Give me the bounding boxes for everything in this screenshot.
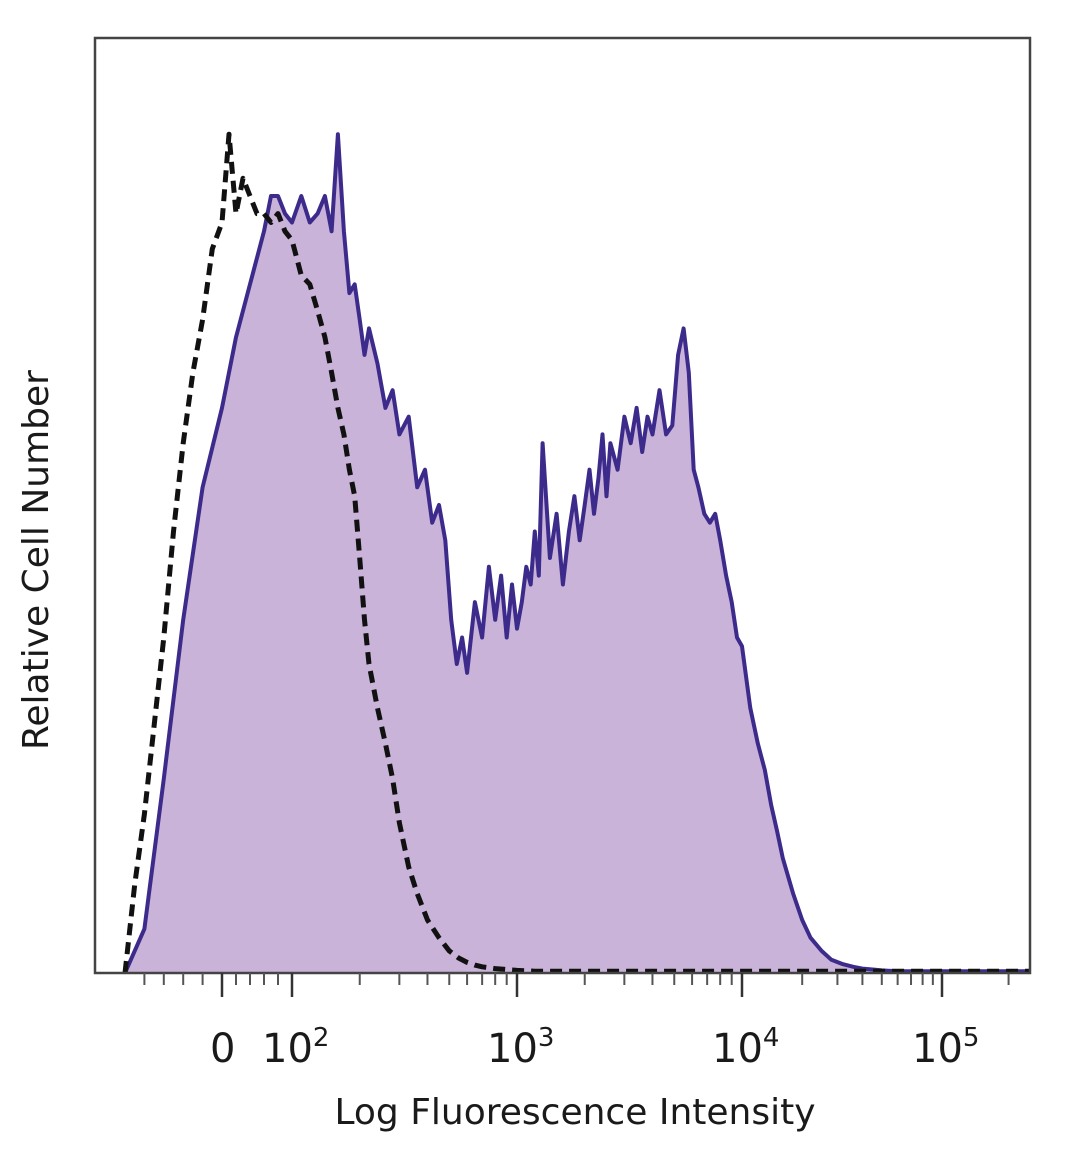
stained-histogram-line <box>123 132 1030 974</box>
y-axis-title: Relative Cell Number <box>16 370 57 750</box>
stained-histogram-fill <box>125 134 1030 973</box>
plot-frame <box>93 36 1032 975</box>
x-tick-label: 103 <box>487 1023 554 1072</box>
control-histogram-dashed-line <box>122 131 1030 974</box>
x-tick-label: 105 <box>912 1023 979 1072</box>
x-axis-title: Log Fluorescence Intensity <box>334 1092 815 1133</box>
x-tick-label: 0 <box>210 1026 235 1072</box>
x-tick-label: 104 <box>712 1023 779 1072</box>
x-tick-label: 102 <box>262 1023 329 1072</box>
